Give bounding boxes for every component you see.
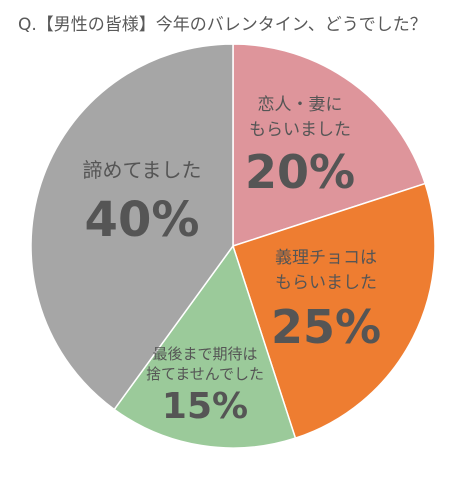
chart-title: Q.【男性の皆様】今年のバレンタイン、どうでした？ <box>18 15 427 35</box>
pie-slices <box>30 43 436 449</box>
pie-slice-4 <box>30 43 234 411</box>
slice-label-3-line-1: 最後まで期待は <box>152 345 257 363</box>
slice-label-4-line-1: 諦めてました <box>83 158 202 182</box>
slice-value-3: 15% <box>162 386 248 427</box>
slice-value-4: 40% <box>85 192 200 248</box>
slice-value-2: 25% <box>271 300 381 354</box>
slice-value-1: 20% <box>245 145 355 199</box>
slice-label-2-line-2: もらいました <box>275 273 377 293</box>
slice-label-3-line-2: 捨てませんでした <box>146 365 264 383</box>
pie-slice-2 <box>232 182 436 440</box>
pie-slice-1 <box>232 43 427 248</box>
slice-label-1-line-2: もらいました <box>249 120 351 140</box>
pie-labels: 恋人・妻にもらいました20%義理チョコはもらいました25%最後まで期待は捨てませ… <box>83 94 382 427</box>
slice-label-1-line-1: 恋人・妻に <box>258 94 343 115</box>
slice-label-2-line-1: 義理チョコは <box>275 248 377 268</box>
pie-slice-3 <box>113 244 297 449</box>
